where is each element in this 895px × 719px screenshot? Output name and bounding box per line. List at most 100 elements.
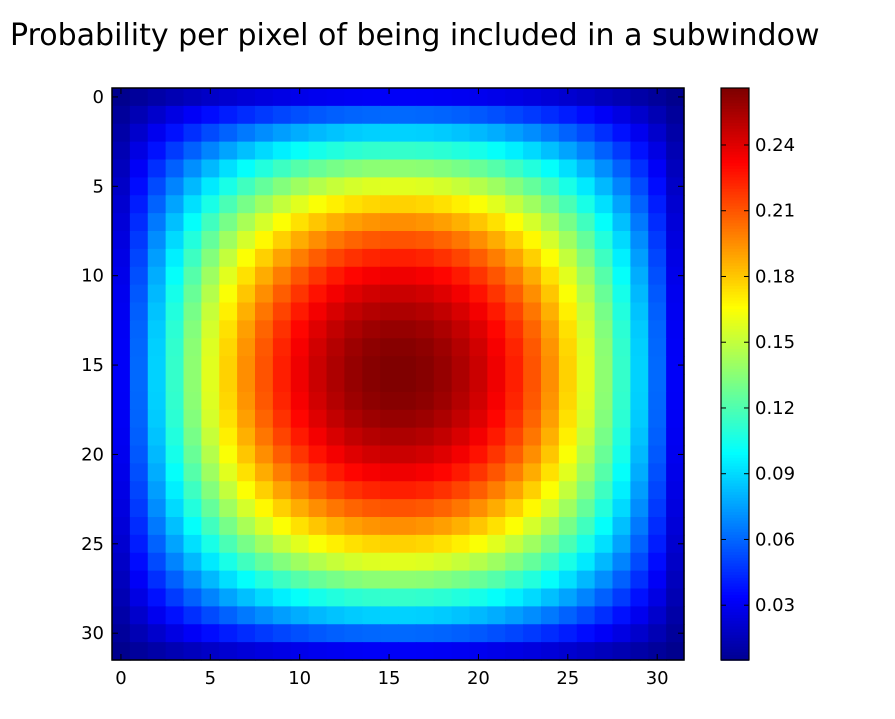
heatmap-cell	[612, 606, 631, 625]
heatmap-cell	[451, 159, 471, 178]
heatmap-cell	[415, 499, 435, 518]
heatmap-cell	[558, 266, 578, 286]
heatmap-cell	[666, 177, 685, 196]
heatmap-cell	[272, 177, 292, 196]
heatmap-cell	[415, 248, 435, 268]
colorbar-segment	[721, 222, 749, 227]
colorbar-segment	[721, 296, 749, 301]
heatmap-cell	[398, 588, 417, 607]
heatmap-cell	[558, 159, 578, 178]
heatmap-cell	[630, 231, 649, 250]
heatmap-cell	[183, 642, 202, 661]
heatmap-cell	[255, 642, 274, 661]
colorbar-segment	[721, 165, 749, 169]
heatmap-cell	[129, 123, 149, 143]
heatmap-cell	[541, 463, 560, 482]
heatmap-cell	[523, 123, 542, 143]
heatmap-cell	[183, 88, 202, 107]
heatmap-cell	[183, 302, 202, 321]
heatmap-cell	[505, 517, 524, 536]
heatmap-cell	[648, 213, 667, 232]
heatmap-cell	[344, 391, 363, 411]
heatmap-cell	[451, 302, 471, 321]
heatmap-cell	[201, 248, 220, 268]
heatmap-cell	[201, 159, 220, 178]
heatmap-cell	[505, 391, 524, 411]
x-tick-label: 5	[205, 668, 216, 689]
heatmap-cell	[165, 534, 185, 554]
heatmap-cell	[398, 248, 417, 268]
heatmap-cell	[237, 266, 256, 286]
colorbar-segment	[721, 156, 749, 161]
heatmap-cell	[666, 195, 685, 214]
colorbar-segment	[721, 105, 749, 109]
colorbar-segment	[721, 451, 749, 455]
heatmap-cell	[219, 302, 238, 321]
heatmap-cell	[344, 177, 363, 196]
heatmap-cell	[380, 302, 399, 321]
heatmap-cell	[308, 123, 328, 143]
heatmap-cell	[183, 624, 202, 643]
heatmap-cell	[308, 499, 328, 518]
heatmap-cell	[362, 409, 381, 429]
heatmap-cell	[505, 374, 524, 393]
heatmap-cell	[165, 374, 185, 393]
heatmap-cell	[469, 552, 488, 572]
heatmap-cell	[433, 284, 453, 304]
heatmap-cell	[415, 463, 435, 482]
colorbar-segment	[721, 508, 749, 513]
heatmap-cell	[523, 499, 542, 518]
heatmap-cell	[487, 427, 506, 447]
heatmap-cell	[594, 445, 614, 464]
colorbar-segment	[721, 471, 749, 475]
heatmap-cell	[415, 356, 435, 375]
heatmap-cell	[255, 391, 274, 411]
heatmap-cell	[487, 499, 506, 518]
colorbar-segment	[721, 353, 749, 358]
heatmap-cell	[326, 248, 345, 268]
heatmap-cell	[541, 356, 560, 375]
heatmap-cell	[648, 552, 667, 572]
heatmap-cell	[398, 320, 417, 339]
heatmap-cell	[147, 517, 167, 536]
heatmap-cell	[612, 374, 631, 393]
heatmap-cell	[666, 141, 685, 161]
heatmap-cell	[362, 123, 381, 143]
heatmap-cell	[505, 534, 524, 554]
heatmap-cell	[433, 338, 453, 357]
heatmap-cell	[219, 624, 238, 643]
heatmap-cell	[147, 141, 167, 161]
heatmap-cell	[576, 231, 596, 250]
heatmap-cell	[523, 570, 542, 590]
heatmap-cell	[469, 266, 488, 286]
heatmap-cell	[433, 552, 453, 572]
heatmap-cell	[398, 195, 417, 214]
heatmap-cell	[451, 177, 471, 196]
heatmap-cell	[576, 88, 596, 107]
heatmap-cell	[129, 552, 149, 572]
heatmap-cell	[219, 195, 238, 214]
heatmap-cell	[326, 195, 345, 214]
heatmap-cell	[201, 517, 220, 536]
heatmap-cell	[308, 570, 328, 590]
heatmap-cell	[380, 105, 399, 125]
heatmap-cell	[112, 642, 131, 661]
heatmap-cell	[594, 624, 614, 643]
heatmap-cell	[594, 463, 614, 482]
colorbar-segment	[721, 102, 749, 106]
heatmap-cell	[451, 642, 471, 661]
heatmap-cell	[541, 213, 560, 232]
heatmap-cell	[237, 88, 256, 107]
heatmap-cell	[487, 356, 506, 375]
heatmap-cell	[344, 374, 363, 393]
heatmap-cell	[380, 642, 399, 661]
heatmap-cell	[326, 213, 345, 232]
heatmap-cell	[165, 159, 185, 178]
heatmap-cell	[487, 552, 506, 572]
heatmap-cell	[272, 105, 292, 125]
heatmap-cell	[112, 105, 131, 125]
heatmap-cell	[237, 105, 256, 125]
heatmap-cell	[129, 499, 149, 518]
heatmap-cell	[165, 266, 185, 286]
heatmap-cell	[255, 409, 274, 429]
